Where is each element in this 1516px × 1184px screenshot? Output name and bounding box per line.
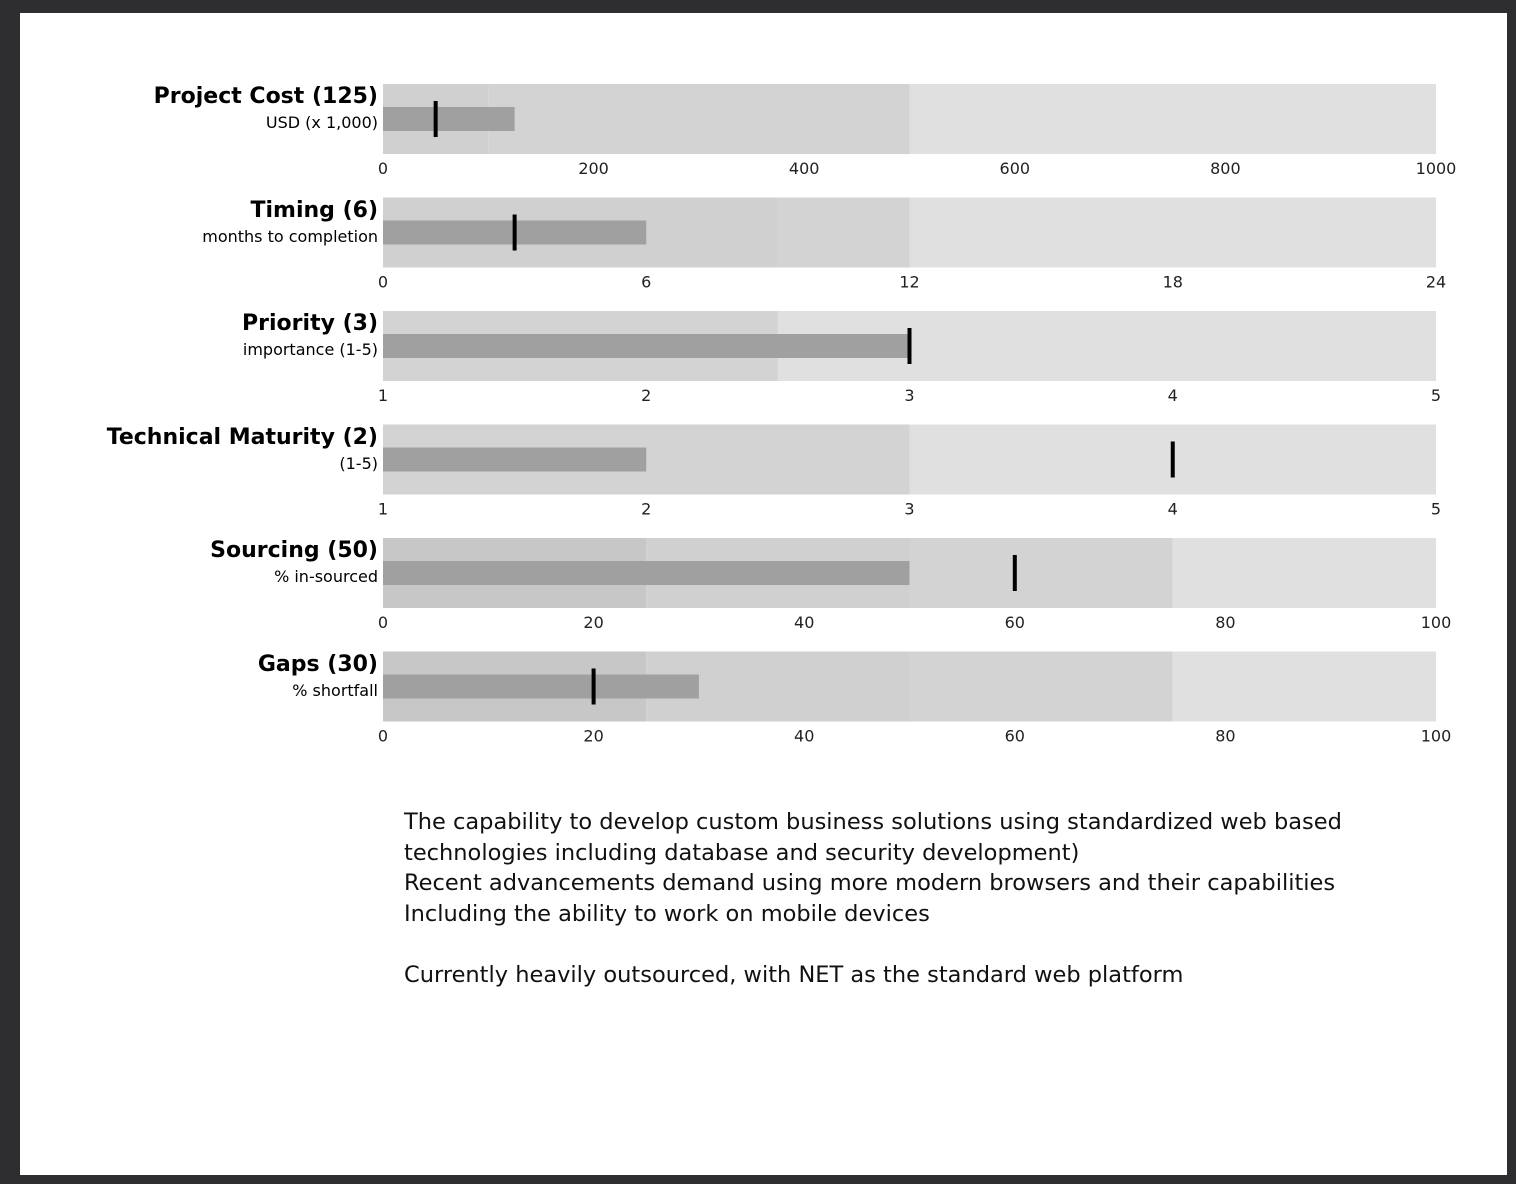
bullet-chart-row: 0 6 12 18 24: [378, 197, 1446, 292]
value-bar: [383, 107, 515, 131]
range-band: [909, 197, 1436, 268]
range-band: [1172, 651, 1436, 722]
bullet-chart-row: 0 200 400 600 800 1000: [378, 84, 1456, 178]
range-band: [488, 84, 910, 154]
target-marker: [433, 101, 438, 137]
value-bar: [383, 674, 699, 699]
tick-label: 800: [1210, 159, 1241, 178]
tick-label: 4: [1168, 500, 1178, 519]
report-page: Project Cost (125) USD (x 1,000) Timing (6…: [20, 13, 1507, 1175]
notes-line: Including the ability to work on mobile …: [404, 900, 930, 927]
range-band: [777, 197, 910, 268]
target-marker: [1012, 555, 1017, 591]
bullet-label: Priority (3) importance (1-5): [20, 311, 378, 361]
tick-label: 20: [583, 727, 603, 746]
tick-label: 0: [378, 159, 388, 178]
bullet-label: Project Cost (125) USD (x 1,000): [20, 84, 378, 134]
description-notes: The capability to develop custom busines…: [404, 807, 1484, 990]
tick-label: 5: [1431, 386, 1441, 405]
bullet-title: Project Cost (125): [153, 84, 378, 109]
tick-label: 2: [641, 500, 651, 519]
tick-label: 400: [789, 159, 820, 178]
bullet-label: Sourcing (50) % in-sourced: [20, 538, 378, 588]
tick-label: 12: [899, 273, 919, 292]
bullet-label: Gaps (30) % shortfall: [20, 652, 378, 702]
bullet-subtitle: importance (1-5): [242, 340, 378, 359]
bullet-subtitle: % shortfall: [292, 680, 378, 700]
range-band: [909, 538, 1173, 608]
bullet-title: Sourcing (50): [210, 538, 378, 563]
value-bar: [383, 447, 647, 472]
bullet-subtitle: USD (x 1,000): [265, 113, 378, 132]
bullet-chart-row: 1 2 3 4 5: [378, 424, 1441, 519]
tick-label: 100: [1421, 727, 1452, 746]
tick-label: 40: [794, 613, 814, 632]
tick-label: 1: [378, 500, 388, 519]
tick-label: 60: [1005, 613, 1025, 632]
tick-label: 1: [378, 386, 388, 405]
range-band: [1172, 538, 1436, 608]
tick-label: 20: [583, 613, 603, 632]
bullet-chart-row: 0 20 40 60 80 100: [378, 651, 1452, 746]
tick-label: 18: [1163, 273, 1183, 292]
bullet-chart-row: 0 20 40 60 80 100: [378, 538, 1451, 632]
range-band: [909, 651, 1173, 722]
target-marker: [591, 668, 596, 705]
value-bar: [383, 561, 910, 585]
bullet-title: Priority (3): [242, 311, 378, 336]
target-marker: [512, 214, 517, 251]
tick-label: 80: [1215, 727, 1235, 746]
tick-label: 0: [378, 273, 388, 292]
bullet-label: Timing (6) months to completion: [20, 198, 378, 248]
tick-label: 6: [641, 273, 651, 292]
tick-label: 60: [1005, 727, 1025, 746]
tick-label: 3: [904, 386, 914, 405]
bullet-subtitle: % in-sourced: [274, 567, 378, 586]
tick-label: 2: [641, 386, 651, 405]
range-band: [909, 84, 1436, 154]
value-bar: [383, 334, 910, 358]
tick-label: 40: [794, 727, 814, 746]
target-marker: [1170, 441, 1175, 478]
bullet-subtitle: (1-5): [339, 453, 378, 473]
tick-label: 4: [1168, 386, 1178, 405]
bullet-title: Technical Maturity (2): [106, 424, 378, 450]
tick-label: 0: [378, 727, 388, 746]
bullet-subtitle: months to completion: [202, 226, 378, 246]
tick-label: 600: [1000, 159, 1031, 178]
bullet-title: Gaps (30): [257, 651, 378, 677]
bullet-title: Timing (6): [250, 197, 379, 223]
notes-line: Currently heavily outsourced, with NET a…: [404, 961, 1184, 988]
tick-label: 0: [378, 613, 388, 632]
bullet-label: Technical Maturity (2) (1-5): [20, 425, 378, 475]
notes-line: The capability to develop custom busines…: [404, 809, 1342, 866]
notes-spacer: [404, 929, 1484, 960]
tick-label: 24: [1426, 273, 1446, 292]
tick-label: 200: [578, 159, 609, 178]
notes-line: Recent advancements demand using more mo…: [404, 870, 1336, 896]
target-marker: [907, 328, 912, 364]
bullet-chart-row: 1 2 3 4 5: [378, 311, 1441, 405]
tick-label: 80: [1215, 613, 1235, 632]
tick-label: 3: [904, 500, 914, 519]
tick-label: 1000: [1416, 159, 1457, 178]
tick-label: 100: [1421, 613, 1452, 632]
tick-label: 5: [1431, 500, 1441, 519]
